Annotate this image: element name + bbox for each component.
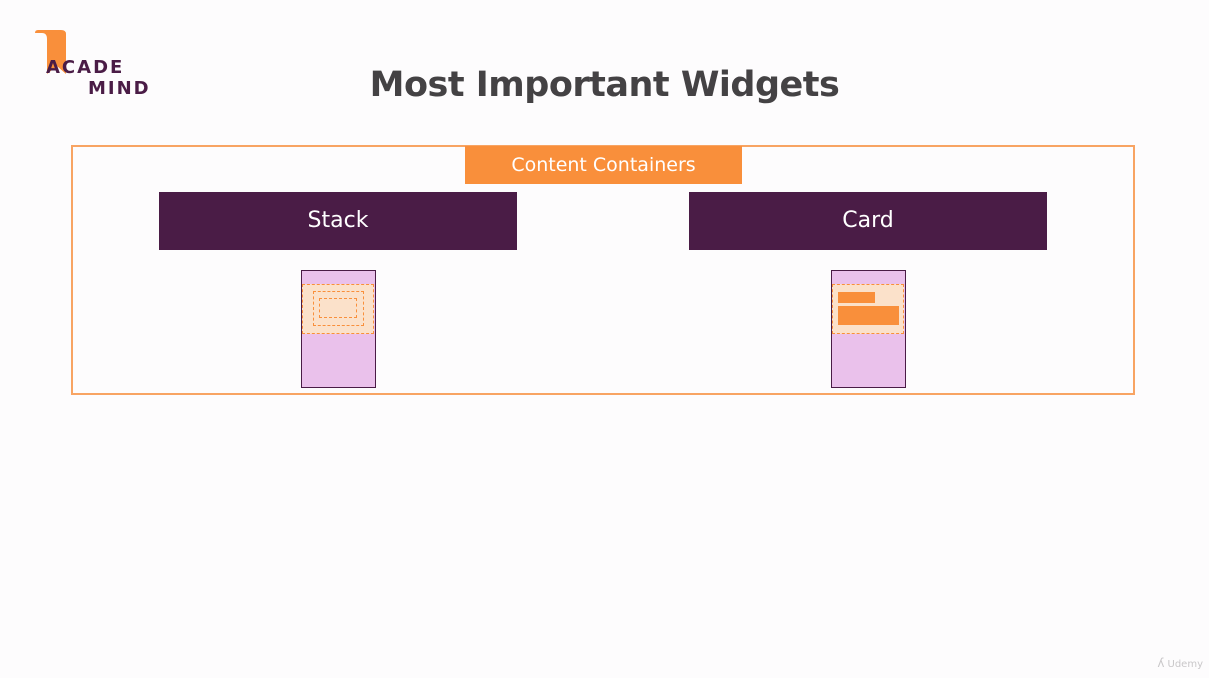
bookmark-logo-icon — [35, 30, 66, 74]
page-title: Most Important Widgets — [369, 65, 840, 105]
card-widget-header: Card — [689, 192, 1047, 250]
udemy-watermark: ʎ Udemy — [1157, 656, 1203, 670]
logo-text-line1: ACADE — [46, 57, 125, 78]
card-title-bar — [838, 292, 875, 303]
watermark-text: Udemy — [1167, 659, 1203, 670]
stack-content-area — [302, 284, 374, 334]
stack-layer-outer — [313, 291, 364, 326]
section-label: Content Containers — [465, 146, 742, 184]
card-content-area — [832, 284, 904, 334]
stack-phone-mockup — [301, 270, 376, 388]
card-body-bar — [838, 306, 899, 325]
stack-widget-header: Stack — [159, 192, 517, 250]
logo-text-line2: MIND — [88, 78, 151, 99]
card-phone-mockup — [831, 270, 906, 388]
stack-layer-inner — [319, 298, 357, 318]
udemy-icon: ʎ — [1157, 656, 1165, 670]
academind-logo: ACADE MIND — [32, 28, 162, 108]
